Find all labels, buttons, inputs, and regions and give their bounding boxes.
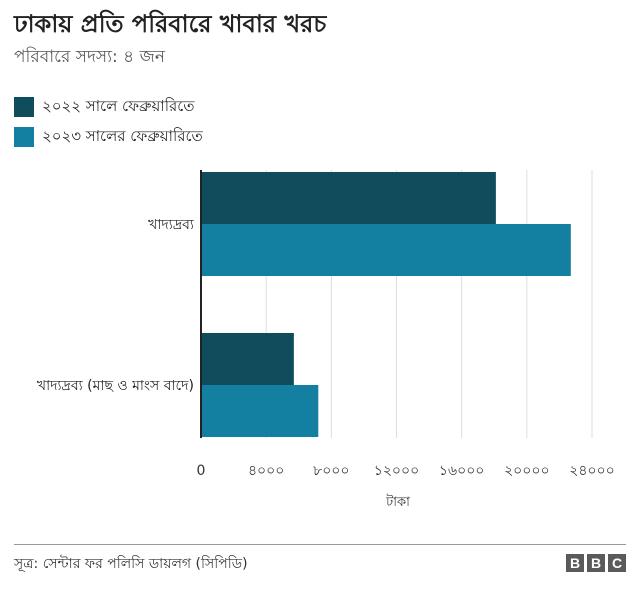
legend-label-2022: ২০২২ সালে ফেব্রুয়ারিতে xyxy=(42,96,195,115)
x-tick-label: ২৪০০০ xyxy=(569,463,615,479)
bar-2022-food xyxy=(201,172,496,224)
x-tick-label: ১২০০০ xyxy=(374,463,420,479)
x-tick-label: ২০০০০ xyxy=(504,463,550,479)
legend-item-2022: ২০২২ সালে ফেব্রুয়ারিতে xyxy=(14,96,203,118)
bar-2022-food-excl-meat-fish xyxy=(201,333,294,385)
bbc-logo-letter: B xyxy=(587,554,605,572)
bbc-logo-letter: B xyxy=(566,554,584,572)
x-tick-label: ৪০০০ xyxy=(248,463,284,479)
x-axis-title: টাকা xyxy=(385,494,410,510)
bar-2023-food xyxy=(201,224,571,276)
x-tick-label: 0 xyxy=(197,463,206,479)
category-label: খাদ্যদ্রব্য (মাছ ও মাংস বাদে) xyxy=(37,378,194,394)
chart-subtitle: পরিবারে সদস্য: ৪ জন xyxy=(14,47,165,67)
chart-title: ঢাকায় প্রতি পরিবারে খাবার খরচ xyxy=(14,10,327,38)
x-tick-label: ৮০০০ xyxy=(313,463,349,479)
bar-chart: খাদ্যদ্রব্য খাদ্যদ্রব্য (মাছ ও মাংস বাদে)… xyxy=(37,170,615,510)
bbc-logo-letter: C xyxy=(608,554,626,572)
legend-swatch-2022 xyxy=(14,97,34,117)
legend-item-2023: ২০২৩ সালের ফেব্রুয়ারিতে xyxy=(14,126,203,148)
bar-2023-food-excl-meat-fish xyxy=(201,385,319,437)
source-note: সূত্র: সেন্টার ফর পলিসি ডায়লগ (সিপিডি) xyxy=(14,556,248,572)
legend: ২০২২ সালে ফেব্রুয়ারিতে ২০২৩ সালের ফেব্র… xyxy=(14,96,203,156)
legend-swatch-2023 xyxy=(14,127,34,147)
bbc-logo: B B C xyxy=(566,554,626,572)
category-label: খাদ্যদ্রব্য xyxy=(148,217,195,233)
footer-divider xyxy=(14,544,626,545)
x-tick-label: ১৬০০০ xyxy=(439,463,485,479)
legend-label-2023: ২০২৩ সালের ফেব্রুয়ারিতে xyxy=(42,126,203,145)
